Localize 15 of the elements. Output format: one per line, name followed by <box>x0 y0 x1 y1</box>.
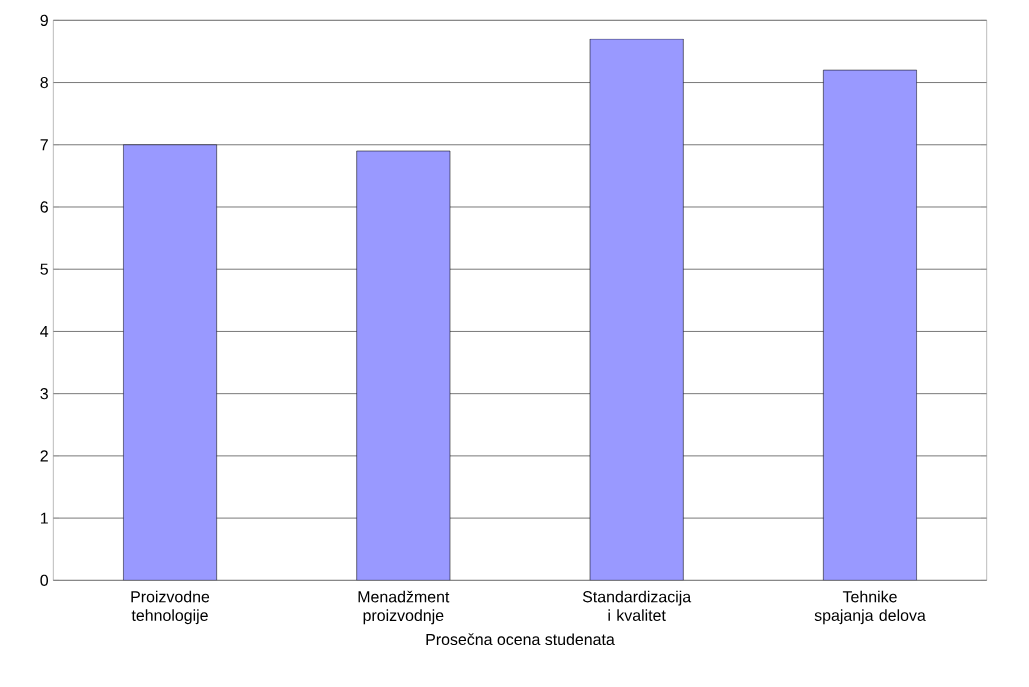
y-tick-label: 7 <box>40 139 48 151</box>
y-tick-label: 1 <box>40 512 48 524</box>
y-tick-label: 0 <box>40 574 49 586</box>
y-tick-label: 4 <box>40 325 49 337</box>
x-tick-label: Tehnike spajanja delova <box>814 590 926 625</box>
x-axis-title: Prosečna ocena studenata <box>426 633 615 646</box>
x-tick-label: Proizvodne tehnologije <box>131 590 210 625</box>
y-tick-label: 3 <box>40 388 48 400</box>
y-tick-label: 8 <box>40 76 48 89</box>
x-tick-label: Standardizacija i kvalitet <box>582 590 692 621</box>
y-tick-label: 6 <box>40 201 48 213</box>
y-tick-label: 5 <box>40 263 48 275</box>
y-tick-label: 2 <box>40 450 48 462</box>
y-tick-label: 9 <box>40 14 48 26</box>
x-tick-label: Menadžment proizvodnje <box>358 590 450 625</box>
